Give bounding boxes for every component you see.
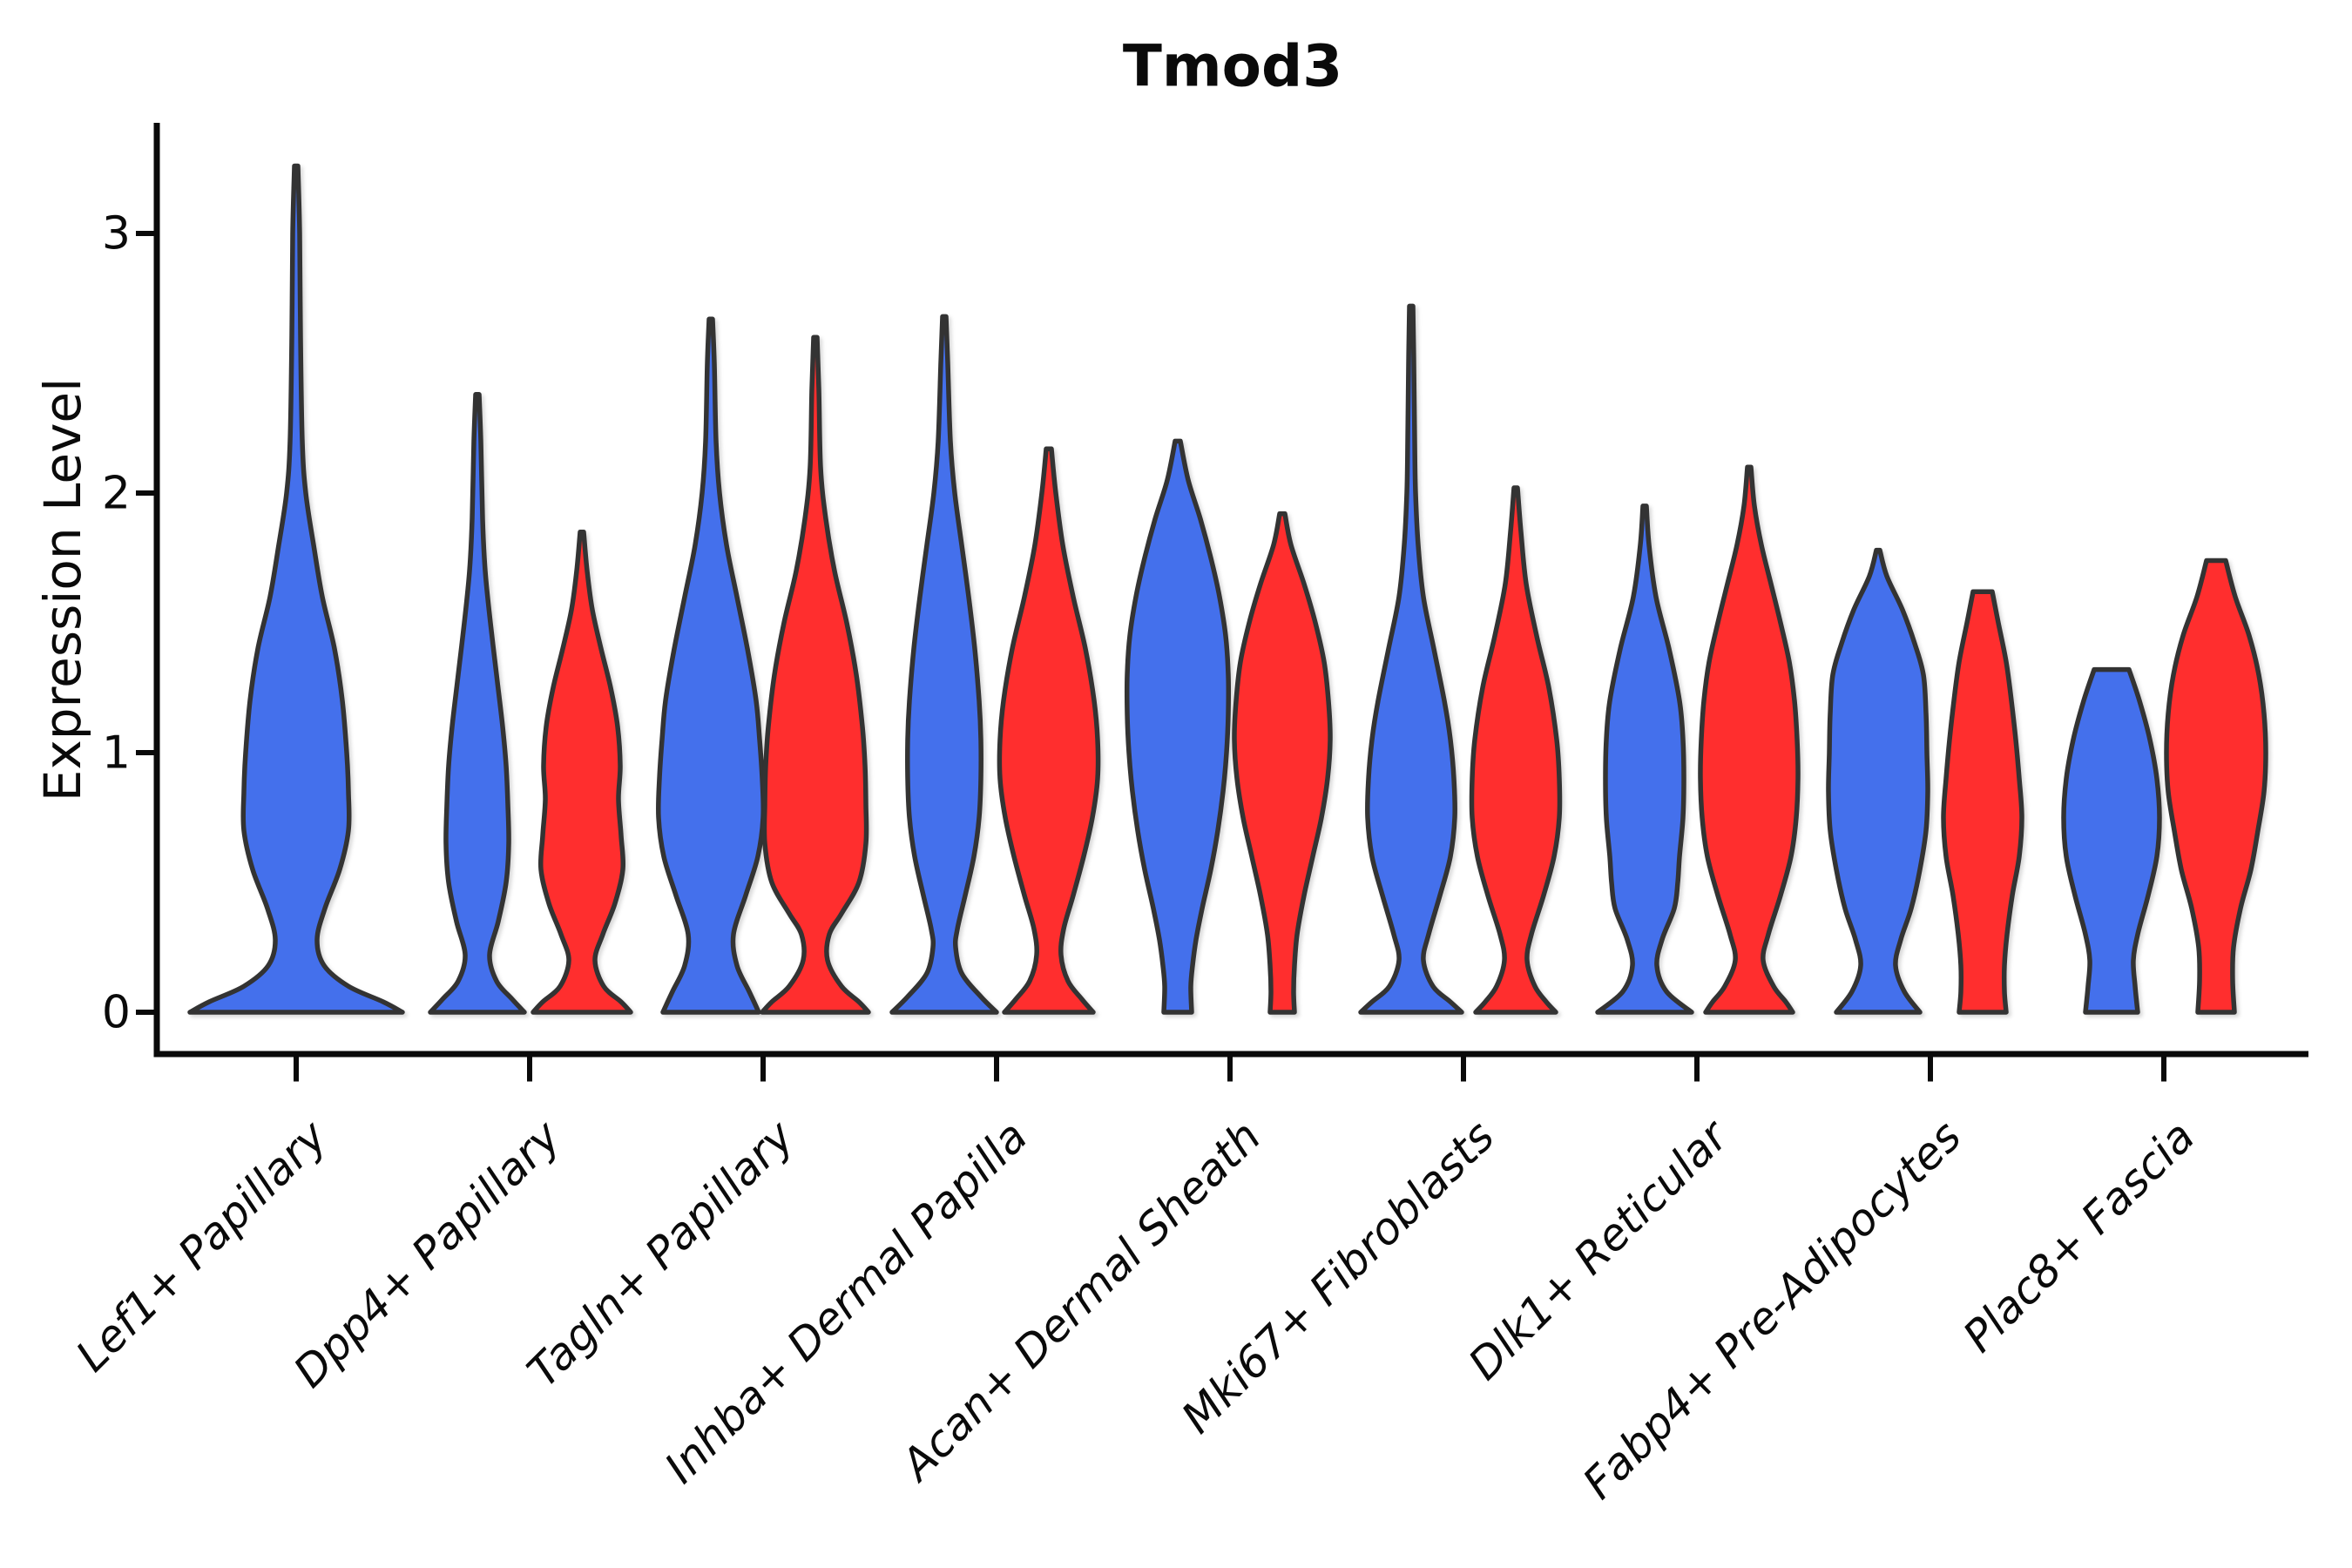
chart-title: Tmod3	[1122, 32, 1343, 100]
violin-acan-dermal-sheath-red	[1232, 511, 1333, 1015]
violin-mki67-fibroblasts-blue	[1358, 303, 1464, 1015]
y-tick-label-1: 1	[102, 727, 131, 780]
violin-acan-dermal-sheath-blue	[1124, 438, 1232, 1015]
violin-dpp4-papillary-blue	[428, 392, 527, 1015]
violin-fabp4-pre-adipocytes-red	[1941, 589, 2024, 1015]
violin-dpp4-papillary-red	[531, 529, 633, 1015]
violin-fabp4-pre-adipocytes-blue	[1826, 547, 1930, 1015]
violin-plac8-fascia-red	[2164, 558, 2268, 1015]
violin-tagln-papillary-blue	[655, 316, 767, 1015]
violin-dlk1-reticular-red	[1698, 464, 1801, 1015]
y-tick-label-0: 0	[102, 987, 131, 1039]
violin-inhba-dermal-papilla-blue	[889, 314, 999, 1015]
violin-mki67-fibroblasts-red	[1469, 485, 1563, 1015]
violin-dlk1-reticular-blue	[1595, 504, 1694, 1015]
violin-inhba-dermal-papilla-red	[997, 446, 1101, 1015]
violin-lef1-papillary-blue	[187, 163, 405, 1015]
violin-layer	[187, 163, 2268, 1015]
y-axis-label: Expression Level	[33, 377, 92, 802]
x-tick-label: Lef1+ Papillary	[66, 1110, 337, 1381]
violin-plac8-fascia-blue	[2061, 666, 2162, 1015]
x-tick-label: Plac8+ Fascia	[1954, 1111, 2205, 1362]
x-tick-label: Dlk1+ Reticular	[1459, 1109, 1740, 1389]
y-tick-label-3: 3	[102, 208, 131, 260]
violin-tagln-papillary-red	[760, 335, 871, 1015]
axes-layer	[136, 123, 2308, 1082]
x-tick-label: Fabp4+ Pre-Adipocytes	[1573, 1111, 1971, 1509]
y-tick-label-2: 2	[102, 468, 131, 520]
